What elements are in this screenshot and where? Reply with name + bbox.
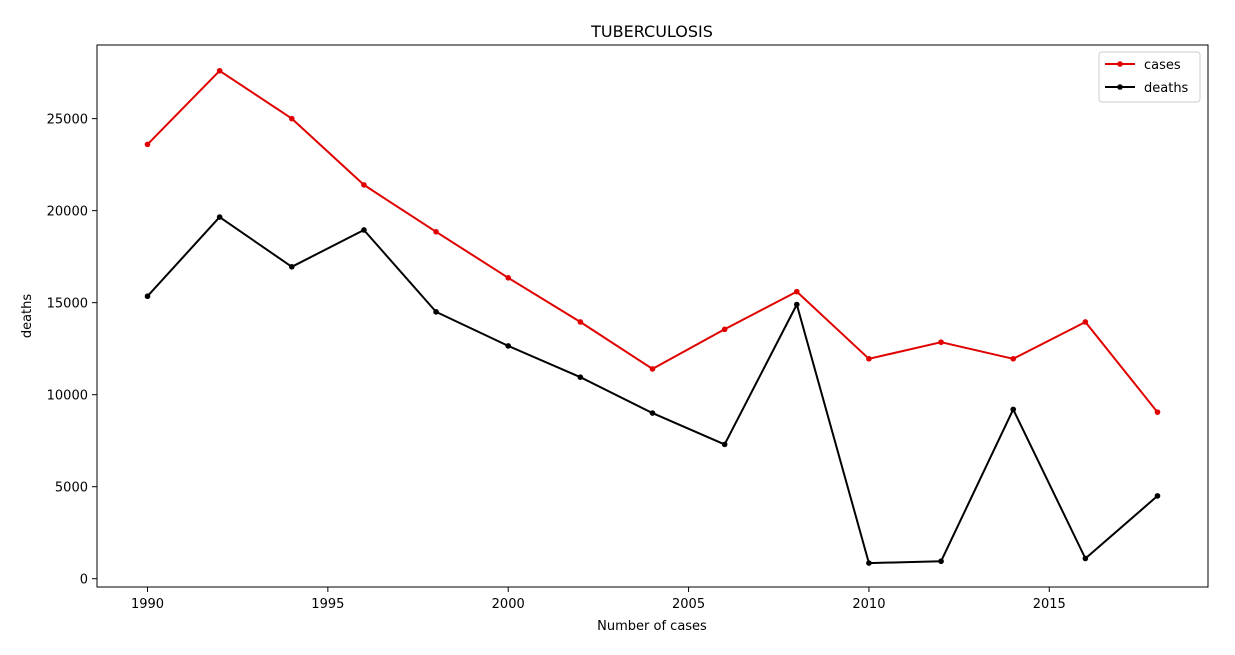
legend-label-cases: cases — [1144, 58, 1181, 73]
data-point-deaths — [866, 560, 872, 566]
x-tick-label: 2000 — [492, 597, 525, 612]
data-point-deaths — [505, 343, 512, 349]
data-point-deaths — [288, 263, 295, 270]
data-point-deaths — [649, 410, 656, 416]
data-point-deaths — [1010, 406, 1017, 413]
data-point-cases — [721, 326, 728, 333]
legend-marker-deaths — [1117, 84, 1123, 90]
chart-title: TUBERCULOSIS — [590, 22, 713, 41]
data-point-cases — [433, 229, 439, 235]
x-tick-label: 1990 — [131, 597, 164, 612]
legend: cases deaths — [1098, 51, 1201, 103]
data-point-deaths — [1082, 555, 1089, 562]
series-layer — [144, 67, 1161, 566]
data-point-deaths — [216, 214, 223, 220]
legend-marker-cases — [1117, 61, 1123, 67]
data-point-cases — [938, 339, 944, 346]
x-tick-label: 2010 — [852, 597, 885, 612]
data-point-cases — [1154, 409, 1161, 415]
data-point-cases — [793, 288, 800, 295]
y-axis: 0 5000 10000 15000 20000 25000 — [47, 113, 97, 588]
x-tick-label: 2005 — [672, 597, 705, 612]
data-point-cases — [288, 115, 295, 122]
data-point-deaths — [793, 301, 800, 308]
plot-frame — [96, 44, 1209, 588]
y-tick-label: 25000 — [47, 113, 88, 128]
y-tick-label: 10000 — [47, 389, 88, 404]
x-tick-label: 1995 — [311, 597, 344, 612]
series-line-deaths — [146, 216, 1159, 565]
x-axis: 1990 1995 2000 2005 2010 2015 — [131, 587, 1066, 612]
data-point-cases — [649, 366, 656, 372]
plot-area — [96, 44, 1209, 588]
data-point-cases — [144, 141, 151, 148]
data-point-deaths — [938, 558, 944, 565]
y-tick-label: 15000 — [47, 297, 88, 312]
data-point-cases — [1082, 319, 1089, 325]
data-point-cases — [1010, 355, 1017, 362]
y-axis-title: deaths — [20, 294, 35, 339]
y-tick-label: 5000 — [55, 481, 88, 496]
data-point-cases — [505, 275, 512, 281]
x-tick-label: 2015 — [1033, 597, 1066, 612]
data-point-deaths — [1154, 493, 1161, 499]
series-line-cases — [146, 69, 1159, 413]
x-axis-title: Number of cases — [597, 619, 707, 634]
data-point-cases — [361, 182, 367, 188]
data-point-deaths — [433, 309, 439, 315]
data-point-deaths — [361, 227, 367, 233]
data-point-deaths — [577, 374, 584, 380]
data-point-deaths — [144, 293, 151, 300]
data-point-cases — [577, 319, 584, 325]
data-point-deaths — [721, 441, 728, 448]
y-tick-label: 0 — [80, 573, 88, 588]
data-point-cases — [866, 355, 872, 362]
data-point-cases — [216, 67, 223, 74]
y-tick-label: 20000 — [47, 205, 88, 220]
legend-label-deaths: deaths — [1144, 81, 1189, 96]
